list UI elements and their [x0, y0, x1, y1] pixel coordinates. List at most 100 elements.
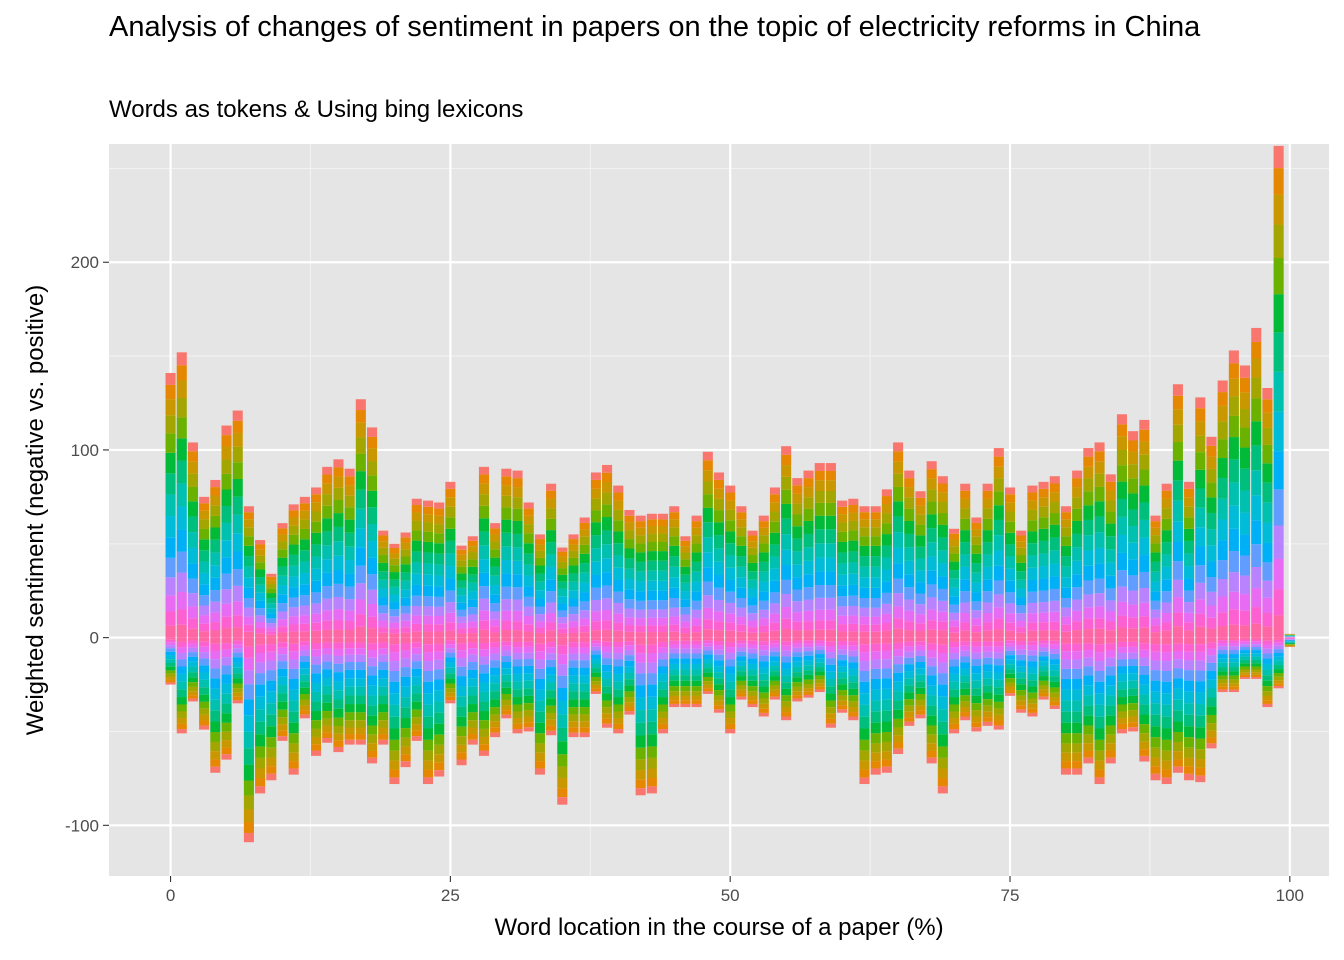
bar-segment — [534, 606, 545, 615]
bar-segment — [669, 644, 680, 649]
bar-segment — [736, 676, 747, 681]
bar-segment — [490, 557, 501, 567]
bar-segment — [199, 631, 210, 638]
bar-segment — [624, 645, 635, 650]
bar-segment — [299, 550, 310, 562]
bar-segment — [389, 652, 400, 662]
bar-segment — [266, 608, 277, 614]
bar-segment — [187, 516, 198, 533]
bar-segment — [635, 535, 646, 544]
bar-segment — [971, 632, 982, 638]
bar-segment — [893, 486, 904, 502]
bar-segment — [288, 554, 299, 566]
bar-segment — [1083, 448, 1094, 457]
bar-segment — [1016, 705, 1027, 710]
bar-segment — [859, 566, 870, 578]
bar-segment — [1161, 637, 1172, 645]
bar-segment — [971, 727, 982, 732]
bar-segment — [758, 591, 769, 601]
bar-segment — [747, 637, 758, 641]
bar-segment — [669, 640, 680, 645]
bar-segment — [1072, 768, 1083, 775]
bar-segment — [993, 550, 1004, 566]
bar-segment — [803, 599, 814, 611]
bar-segment — [232, 667, 243, 674]
bar-segment — [176, 438, 187, 461]
bar-segment — [1195, 488, 1206, 508]
bar-segment — [993, 580, 1004, 595]
bar-segment — [949, 704, 960, 712]
bar-segment — [1094, 681, 1105, 694]
bar-segment — [1094, 547, 1105, 564]
bar-segment — [993, 535, 1004, 551]
bar-segment — [1273, 669, 1284, 674]
bar-segment — [199, 714, 210, 721]
bar-segment — [243, 780, 254, 796]
bar-segment — [299, 584, 310, 596]
bar-segment — [803, 688, 814, 692]
bar-segment — [993, 505, 1004, 520]
bar-segment — [1273, 656, 1284, 661]
bar-segment — [814, 689, 825, 693]
bar-segment — [1206, 456, 1217, 469]
bar-segment — [557, 581, 568, 589]
bar-segment — [422, 739, 434, 751]
bar-segment — [624, 631, 635, 638]
bar-segment — [1172, 721, 1183, 733]
bar-segment — [422, 693, 434, 705]
bar-segment — [713, 479, 725, 489]
bar-segment — [1004, 693, 1016, 696]
bar-segment — [1027, 637, 1038, 642]
bar-segment — [635, 591, 646, 601]
bar-segment — [1161, 750, 1172, 761]
bar-segment — [1217, 689, 1228, 693]
bar-segment — [210, 759, 221, 767]
bar-segment — [1038, 517, 1049, 529]
bar-segment — [389, 704, 400, 717]
bar-segment — [1105, 611, 1116, 622]
bar-segment — [221, 446, 232, 460]
bar-segment — [311, 691, 322, 702]
bar-segment — [165, 577, 176, 596]
bar-segment — [848, 573, 859, 585]
bar-segment — [859, 556, 870, 567]
bar-segment — [1128, 478, 1139, 494]
bar-segment — [322, 518, 333, 532]
bar-segment — [781, 489, 792, 504]
bar-segment — [1060, 607, 1072, 617]
bar-segment — [422, 644, 434, 653]
bar-segment — [1184, 660, 1195, 671]
bar-segment — [859, 631, 870, 638]
bar-segment — [344, 485, 355, 496]
y-tick-label: 0 — [90, 629, 99, 648]
bar-segment — [613, 647, 624, 653]
bar-segment — [837, 678, 848, 685]
bar-segment — [389, 671, 400, 682]
bar-segment — [1161, 681, 1172, 694]
bar-segment — [1228, 591, 1239, 610]
bar-segment — [1262, 691, 1273, 696]
bar-segment — [926, 650, 937, 658]
bar-segment — [288, 761, 299, 769]
bar-segment — [445, 652, 456, 658]
bar-segment — [512, 723, 523, 730]
bar-segment — [478, 673, 489, 683]
bar-segment — [1027, 645, 1038, 651]
bar-segment — [255, 608, 266, 616]
bar-segment — [322, 661, 333, 670]
bar-segment — [411, 647, 422, 655]
bar-segment — [400, 637, 411, 644]
bar-segment — [434, 606, 445, 617]
bar-segment — [501, 495, 512, 508]
bar-segment — [322, 648, 333, 655]
bar-segment — [1217, 458, 1228, 479]
bar-segment — [1038, 643, 1049, 648]
bar-segment — [221, 665, 232, 675]
bar-segment — [881, 659, 892, 669]
bar-segment — [904, 721, 915, 726]
chart-title: Analysis of changes of sentiment in pape… — [109, 11, 1201, 43]
bar-segment — [165, 473, 176, 495]
bar-segment — [881, 759, 892, 767]
bar-segment — [725, 637, 736, 642]
bar-segment — [1184, 578, 1195, 591]
